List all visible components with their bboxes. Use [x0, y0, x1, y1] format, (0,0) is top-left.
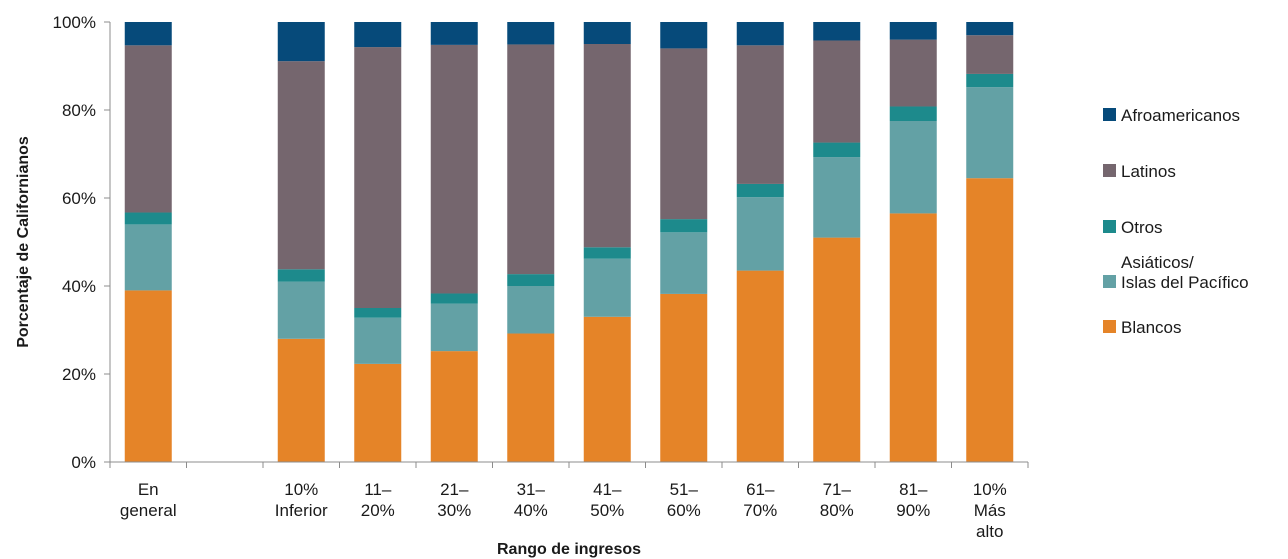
bar-segment-afroamericanos-1: [124, 22, 172, 46]
bar-segment-blancos-5: [430, 351, 478, 462]
bar-segment-asiaticos-islas-del-pacifico-10: [813, 157, 861, 238]
bar-segment-afroamericanos-4: [354, 22, 402, 48]
bar-segment-latinos-9: [736, 45, 784, 184]
y-tick-label: 20%: [62, 365, 96, 384]
x-tick-label: En general: [120, 480, 177, 520]
bar-segment-blancos-7: [583, 316, 631, 462]
bar-segment-afroamericanos-8: [660, 22, 708, 49]
bar-segment-otros-8: [660, 219, 708, 233]
bar-segment-blancos-9: [736, 270, 784, 462]
bar-segment-blancos-10: [813, 237, 861, 462]
bar-segment-otros-9: [736, 183, 784, 198]
bar-segment-blancos-4: [354, 363, 402, 462]
bar-segment-otros-4: [354, 308, 402, 318]
x-tick-label: 31– 40%: [514, 480, 548, 520]
y-tick-label: 40%: [62, 277, 96, 296]
x-tick-label: 41– 50%: [590, 480, 624, 520]
y-tick-label: 60%: [62, 189, 96, 208]
bar-segment-latinos-8: [660, 48, 708, 220]
x-tick-label: 21– 30%: [437, 480, 471, 520]
x-tick-label: 51– 60%: [667, 480, 701, 520]
x-tick-label: 71– 80%: [820, 480, 854, 520]
x-tick-label: 10% Inferior: [275, 480, 328, 520]
bar-segment-asiaticos-islas-del-pacifico-7: [583, 258, 631, 317]
x-tick-label: 10% Más alto: [973, 480, 1007, 541]
legend-swatch-blancos: [1103, 320, 1116, 333]
bar-segment-otros-3: [277, 269, 325, 282]
x-tick-label: 11– 20%: [361, 480, 395, 520]
bar-segment-latinos-11: [889, 39, 937, 107]
bar-segment-latinos-5: [430, 44, 478, 294]
x-tick-label: 61– 70%: [743, 480, 777, 520]
bar-segment-latinos-6: [507, 44, 555, 275]
bar-segment-asiaticos-islas-del-pacifico-11: [889, 121, 937, 214]
bar-segment-afroamericanos-9: [736, 22, 784, 46]
bar-segment-blancos-11: [889, 213, 937, 462]
bar-segment-afroamericanos-12: [966, 22, 1014, 36]
legend-label-blancos: Blancos: [1121, 318, 1181, 337]
bar-segment-asiaticos-islas-del-pacifico-8: [660, 232, 708, 294]
y-axis-title: Porcentaje de Californianos: [15, 136, 32, 348]
bar-segment-asiaticos-islas-del-pacifico-5: [430, 303, 478, 352]
bar-segment-otros-5: [430, 293, 478, 304]
bar-segment-latinos-4: [354, 47, 402, 308]
bar-segment-asiaticos-islas-del-pacifico-9: [736, 197, 784, 271]
bar-segment-otros-7: [583, 247, 631, 259]
bar-segment-latinos-1: [124, 45, 172, 213]
bar-segment-otros-10: [813, 142, 861, 158]
bar-segment-asiaticos-islas-del-pacifico-4: [354, 317, 402, 364]
bar-segment-latinos-12: [966, 35, 1014, 74]
bar-segment-otros-6: [507, 274, 555, 286]
bar-segment-afroamericanos-11: [889, 22, 937, 40]
bar-segment-afroamericanos-6: [507, 22, 555, 45]
bar-segment-asiaticos-islas-del-pacifico-3: [277, 281, 325, 339]
bar-segment-afroamericanos-7: [583, 22, 631, 44]
bar-segment-latinos-10: [813, 40, 861, 143]
bar-segment-blancos-3: [277, 338, 325, 462]
bar-segment-asiaticos-islas-del-pacifico-6: [507, 286, 555, 334]
legend-swatch-asiaticos-islas-del-pacifico: [1103, 275, 1116, 288]
legend-swatch-latinos: [1103, 164, 1116, 177]
y-tick-label: 0%: [71, 453, 96, 472]
legend-swatch-otros: [1103, 220, 1116, 233]
x-tick-label: 81– 90%: [896, 480, 930, 520]
bar-segment-afroamericanos-10: [813, 22, 861, 41]
y-tick-label: 80%: [62, 101, 96, 120]
bar-segment-asiaticos-islas-del-pacifico-1: [124, 224, 172, 291]
legend-label-latinos: Latinos: [1121, 162, 1176, 181]
bar-segment-asiaticos-islas-del-pacifico-12: [966, 87, 1014, 179]
bar-segment-blancos-6: [507, 333, 555, 462]
legend-swatch-afroamericanos: [1103, 108, 1116, 121]
legend-label-afroamericanos: Afroamericanos: [1121, 106, 1240, 125]
bar-segment-blancos-8: [660, 293, 708, 462]
bar-segment-afroamericanos-3: [277, 22, 325, 62]
bar-segment-otros-11: [889, 106, 937, 121]
bar-segment-otros-1: [124, 212, 172, 225]
bar-segment-otros-12: [966, 73, 1014, 88]
bar-segment-latinos-7: [583, 44, 631, 248]
bar-segment-blancos-12: [966, 178, 1014, 462]
legend-label-otros: Otros: [1121, 218, 1163, 237]
legend-label-asiaticos-islas-del-pacifico: Asiáticos/Islas del Pacífico: [1121, 253, 1249, 292]
bar-segment-latinos-3: [277, 61, 325, 270]
bar-segment-afroamericanos-5: [430, 22, 478, 45]
bar-segment-blancos-1: [124, 290, 172, 462]
x-axis-title: Rango de ingresos: [497, 541, 641, 558]
y-tick-label: 100%: [53, 13, 96, 32]
